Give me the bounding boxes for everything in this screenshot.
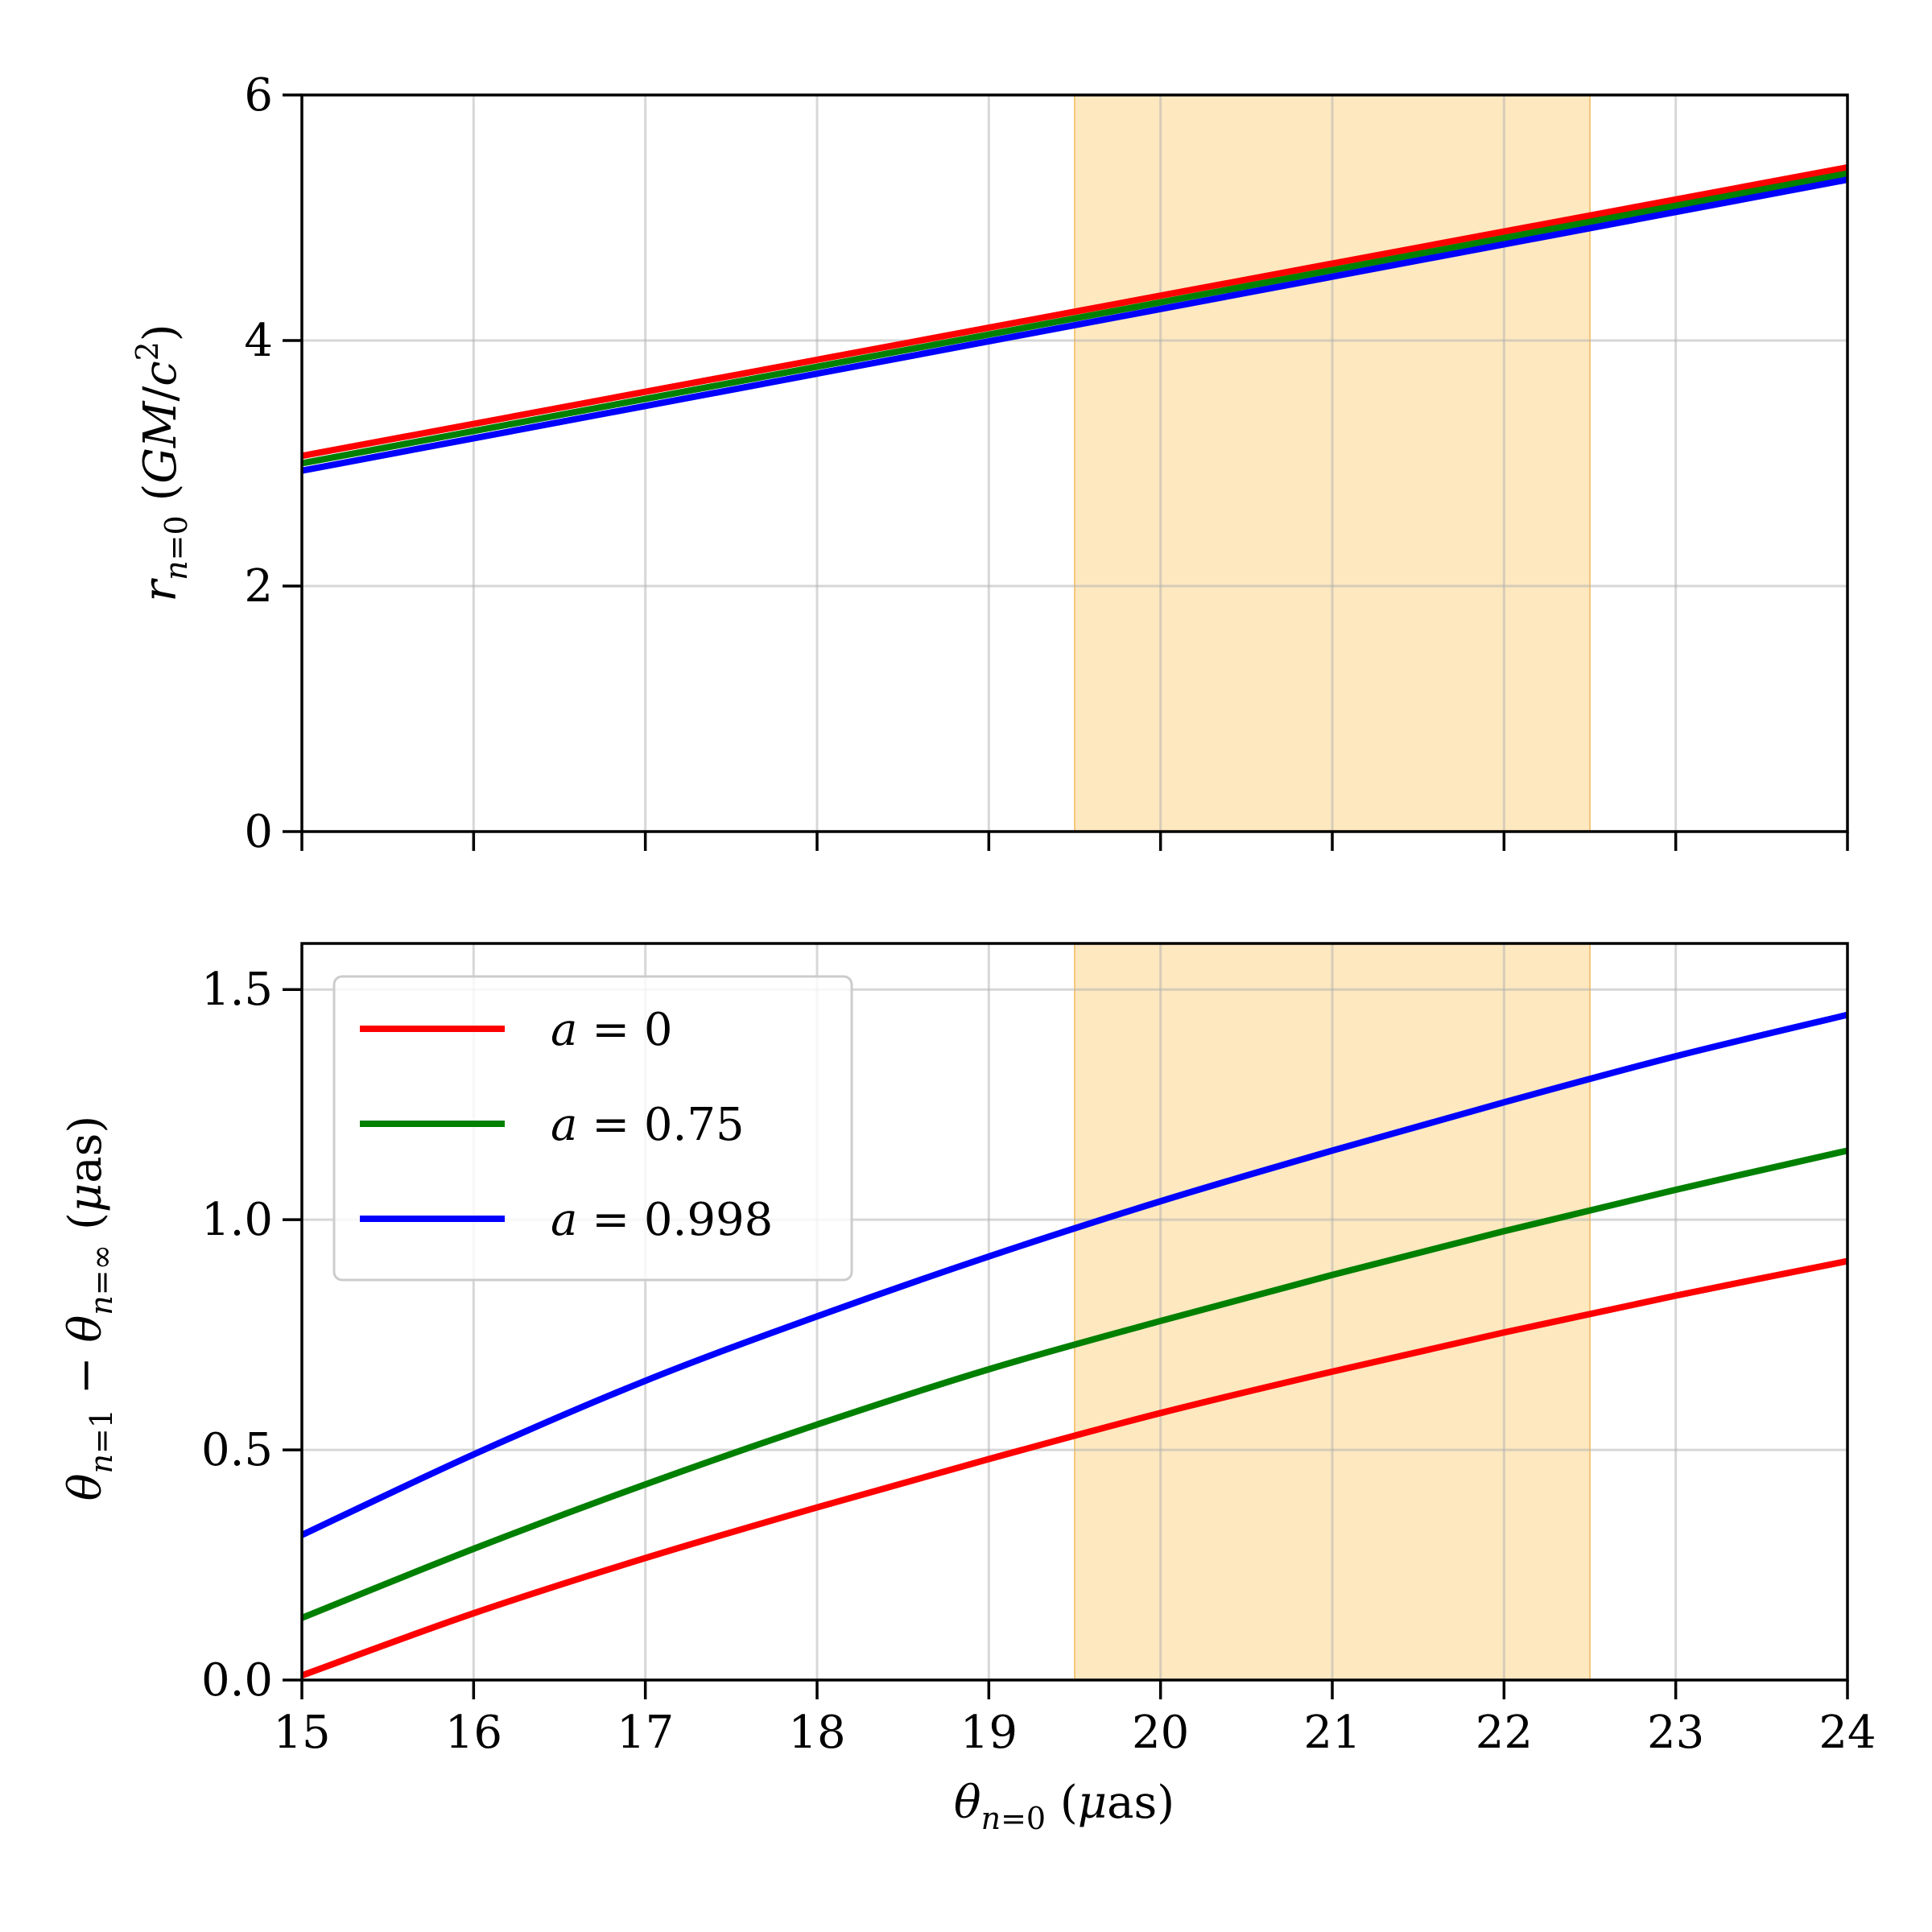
bottom-x-tick-label-4: 19 <box>960 1707 1018 1759</box>
top-series-line-0 <box>301 164 1848 460</box>
legend: a = 0 a = 0.75 a = 0.998 <box>332 975 853 1282</box>
top-grid <box>302 95 1847 832</box>
bottom-y-axis-label: θn=1 − θn=∞ (μas) <box>60 1116 119 1501</box>
top-series-line-1 <box>301 170 1848 467</box>
bottom-x-tick-label-0: 15 <box>273 1707 330 1759</box>
bottom-panel: 15 16 17 18 19 20 21 22 23 24 0.0 0.5 1.0 1.5 θn=0 (… <box>60 942 1876 1836</box>
bottom-y-tick-labels: 0.0 0.5 1.0 1.5 <box>201 964 273 1707</box>
bottom-x-tick-labels: 15 16 17 18 19 20 21 22 23 24 <box>273 1707 1876 1759</box>
bottom-y-tick-label-1: 0.5 <box>201 1424 273 1476</box>
top-series <box>301 164 1848 474</box>
legend-label-0: a = 0 <box>551 1004 673 1056</box>
bottom-series <box>300 1011 1848 1679</box>
bottom-x-tick-label-6: 21 <box>1303 1707 1360 1759</box>
bottom-ticks <box>283 988 1849 1699</box>
top-y-tick-label-0: 0 <box>244 806 273 858</box>
bottom-x-tick-label-9: 24 <box>1818 1707 1876 1759</box>
bottom-x-tick-label-8: 23 <box>1647 1707 1704 1759</box>
top-panel: 0 2 4 6 rn=0 (GM/c2) <box>130 69 1849 858</box>
bottom-series-line-2 <box>300 1011 1848 1538</box>
top-y-tick-label-2: 4 <box>244 315 273 367</box>
top-ticks <box>283 93 1849 851</box>
bottom-x-tick-label-7: 22 <box>1476 1707 1533 1759</box>
bottom-x-axis-label: θn=0 (μas) <box>954 1777 1174 1836</box>
top-series-line-2 <box>301 176 1848 474</box>
top-y-tick-labels: 0 2 4 6 <box>244 69 273 858</box>
bottom-x-tick-label-5: 20 <box>1132 1707 1189 1759</box>
top-y-axis-label: rn=0 (GM/c2) <box>130 324 194 601</box>
bottom-y-tick-label-3: 1.5 <box>201 964 273 1016</box>
legend-label-2: a = 0.998 <box>551 1194 773 1246</box>
bottom-y-tick-label-0: 0.0 <box>201 1654 273 1707</box>
top-y-tick-label-1: 2 <box>244 560 273 613</box>
bottom-x-tick-label-2: 17 <box>617 1707 674 1759</box>
legend-label-1: a = 0.75 <box>551 1099 745 1151</box>
top-axes-frame <box>300 93 1849 833</box>
bottom-x-tick-label-1: 16 <box>445 1707 502 1759</box>
bottom-series-line-1 <box>300 1147 1848 1621</box>
bottom-x-tick-label-3: 18 <box>788 1707 845 1759</box>
legend-box <box>332 975 853 1282</box>
bottom-axes-frame <box>300 942 1849 1682</box>
bottom-series-line-0 <box>300 1257 1848 1679</box>
bottom-y-tick-label-2: 1.0 <box>201 1194 273 1246</box>
top-y-tick-label-3: 6 <box>244 69 273 122</box>
